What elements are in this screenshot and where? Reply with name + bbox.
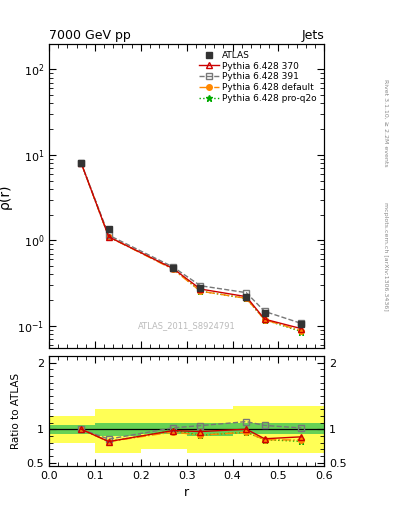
Pythia 6.428 391 [299,321,304,327]
ATLAS [262,310,267,316]
X-axis label: r: r [184,486,189,499]
Pythia 6.428 default [299,328,304,334]
Pythia 6.428 pro-q2o [171,265,175,271]
Text: 7000 GeV pp: 7000 GeV pp [49,29,131,42]
Pythia 6.428 370 [299,326,304,332]
Pythia 6.428 391 [79,160,84,166]
Pythia 6.428 370 [171,265,175,271]
Pythia 6.428 pro-q2o [107,234,111,240]
Line: Pythia 6.428 370: Pythia 6.428 370 [79,160,304,331]
Text: ATLAS_2011_S8924791: ATLAS_2011_S8924791 [138,321,235,330]
Pythia 6.428 370 [198,286,203,292]
Pythia 6.428 370 [244,293,249,300]
Pythia 6.428 default [107,234,111,240]
Pythia 6.428 default [262,317,267,323]
Pythia 6.428 391 [171,264,175,270]
Y-axis label: Ratio to ATLAS: Ratio to ATLAS [11,373,21,449]
Text: Jets: Jets [301,29,324,42]
Pythia 6.428 default [171,266,175,272]
Line: Pythia 6.428 pro-q2o: Pythia 6.428 pro-q2o [78,160,305,335]
Line: Pythia 6.428 default: Pythia 6.428 default [79,160,304,333]
Text: Rivet 3.1.10, ≥ 2.2M events: Rivet 3.1.10, ≥ 2.2M events [383,79,388,167]
Line: ATLAS: ATLAS [79,160,304,327]
Pythia 6.428 pro-q2o [262,317,267,323]
Pythia 6.428 pro-q2o [299,329,304,335]
ATLAS [299,321,304,327]
ATLAS [171,265,175,271]
Pythia 6.428 391 [262,308,267,314]
Pythia 6.428 pro-q2o [79,160,84,166]
ATLAS [198,285,203,291]
ATLAS [244,293,249,300]
Pythia 6.428 370 [79,160,84,166]
Pythia 6.428 pro-q2o [244,295,249,302]
Legend: ATLAS, Pythia 6.428 370, Pythia 6.428 391, Pythia 6.428 default, Pythia 6.428 pr: ATLAS, Pythia 6.428 370, Pythia 6.428 39… [196,48,320,105]
Text: mcplots.cern.ch [arXiv:1306.3436]: mcplots.cern.ch [arXiv:1306.3436] [383,202,388,310]
ATLAS [107,226,111,232]
Pythia 6.428 default [244,295,249,302]
ATLAS [79,160,84,166]
Y-axis label: ρ(r): ρ(r) [0,183,12,208]
Pythia 6.428 pro-q2o [198,288,203,294]
Pythia 6.428 391 [107,232,111,238]
Pythia 6.428 370 [107,234,111,240]
Pythia 6.428 default [79,160,84,166]
Pythia 6.428 391 [198,283,203,289]
Pythia 6.428 370 [262,316,267,322]
Pythia 6.428 391 [244,290,249,296]
Pythia 6.428 default [198,288,203,294]
Line: Pythia 6.428 391: Pythia 6.428 391 [79,160,304,326]
